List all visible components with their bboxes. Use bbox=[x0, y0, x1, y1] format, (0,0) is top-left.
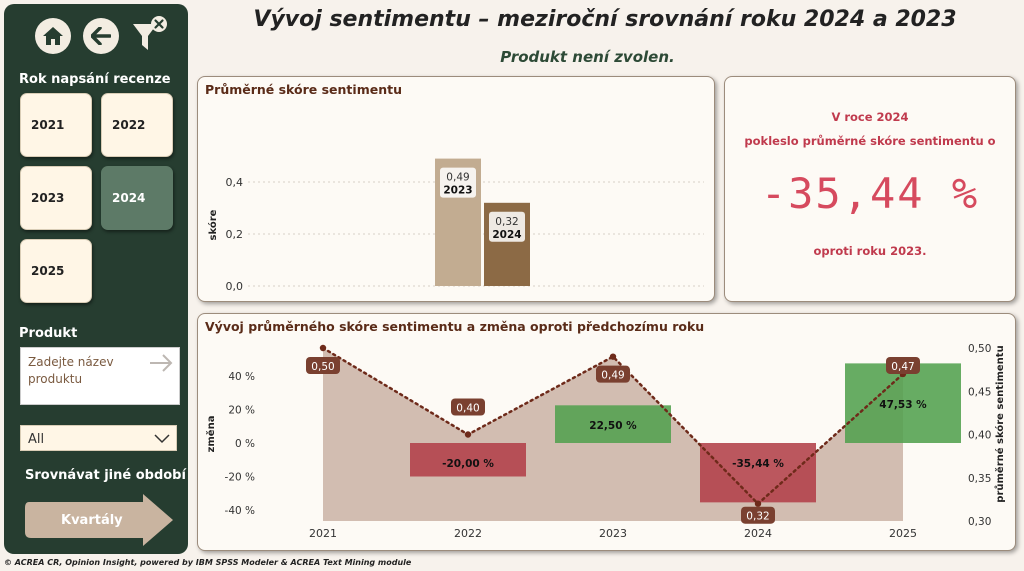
arrow-shape-icon bbox=[25, 494, 173, 546]
chevron-down-icon bbox=[154, 434, 170, 444]
avg-score-panel: Průměrné skóre sentimentu 0,0 0,2 0,4 skór… bbox=[197, 76, 715, 302]
product-search-placeholder: Zadejte název produktu bbox=[28, 355, 114, 386]
score-label-box bbox=[451, 398, 485, 416]
score-label-box bbox=[306, 357, 340, 374]
product-heading: Produkt bbox=[19, 326, 78, 341]
combo-right-tick: 0,40 bbox=[968, 430, 991, 442]
product-search-input[interactable]: Zadejte název produktu bbox=[20, 347, 180, 405]
quarterly-button[interactable]: Kvartály bbox=[23, 494, 175, 546]
bar-label-box bbox=[440, 167, 476, 198]
year-tile-label: 2025 bbox=[31, 264, 65, 278]
score-label: 0,40 bbox=[456, 403, 479, 415]
combo-right-axis-label: průměrné skóre sentimentu bbox=[993, 345, 1006, 502]
score-point-2021[interactable] bbox=[319, 344, 327, 352]
combo-left-tick: 20 % bbox=[228, 405, 255, 417]
bar-value-label: 0,32 bbox=[495, 216, 518, 228]
combo-left-tick: -20 % bbox=[225, 472, 255, 484]
year-tile-2021[interactable]: 2021 bbox=[20, 93, 92, 157]
back-button[interactable] bbox=[83, 18, 119, 54]
score-label-box bbox=[596, 365, 630, 383]
year-tile-2022[interactable]: 2022 bbox=[101, 93, 173, 157]
change-bar-2022[interactable] bbox=[410, 443, 526, 477]
combo-x-tick: 2023 bbox=[599, 527, 627, 540]
combo-left-tick: 0 % bbox=[235, 438, 255, 450]
kpi-line-2: pokleslo průměrné skóre sentimentu o bbox=[744, 134, 996, 148]
change-bar-label: 47,53 % bbox=[879, 399, 927, 411]
score-point-2022[interactable] bbox=[464, 431, 472, 438]
score-label-box bbox=[886, 356, 920, 374]
page-title: Vývoj sentimentu – meziroční srovnání ro… bbox=[253, 7, 957, 32]
bar-category-label: 2023 bbox=[443, 185, 472, 197]
bar-value-label: 0,49 bbox=[446, 172, 469, 184]
bar-category-label: 2024 bbox=[492, 229, 521, 241]
dropdown-selected-value: All bbox=[28, 432, 45, 447]
bar-chart-y-tick: 0,4 bbox=[226, 176, 244, 189]
bar-label-box bbox=[489, 211, 525, 242]
year-tile-label: 2022 bbox=[112, 118, 146, 132]
score-label: 0,32 bbox=[746, 511, 769, 523]
change-bar-2023[interactable] bbox=[555, 405, 671, 443]
home-button[interactable] bbox=[35, 18, 71, 54]
clear-filter-icon bbox=[133, 16, 167, 50]
combo-left-axis-label: změna bbox=[205, 416, 217, 453]
year-filter-heading: Rok napsání recenze bbox=[19, 72, 171, 87]
change-bar-label: 22,50 % bbox=[589, 420, 637, 432]
year-tile-2023[interactable]: 2023 bbox=[20, 166, 92, 230]
year-tile-label: 2023 bbox=[31, 191, 65, 205]
score-point-2023[interactable] bbox=[609, 353, 617, 360]
combo-right-tick: 0,45 bbox=[968, 386, 991, 398]
trend-panel: Vývoj průměrného skóre sentimentu a změn… bbox=[197, 313, 1016, 551]
home-icon bbox=[35, 18, 71, 54]
combo-left-tick: 40 % bbox=[228, 371, 255, 383]
change-bar-2024[interactable] bbox=[700, 443, 816, 503]
combo-x-tick: 2021 bbox=[309, 527, 337, 540]
year-tile-label: 2024 bbox=[112, 191, 146, 205]
score-label: 0,50 bbox=[311, 361, 334, 373]
kpi-line-3: oproti roku 2023. bbox=[813, 244, 927, 258]
trend-title: Vývoj průměrného skóre sentimentu a změn… bbox=[205, 319, 705, 334]
score-point-2024[interactable] bbox=[754, 500, 762, 507]
combo-left-tick: -40 % bbox=[225, 505, 255, 517]
combo-right-tick: 0,50 bbox=[968, 343, 991, 355]
kpi-line-1: V roce 2024 bbox=[831, 110, 909, 124]
bar-chart-y-tick: 0,2 bbox=[226, 228, 244, 241]
avg-score-title: Průměrné skóre sentimentu bbox=[205, 82, 402, 97]
bar-chart-y-tick: 0,0 bbox=[226, 280, 244, 293]
change-bar-label: -35,44 % bbox=[732, 458, 784, 470]
combo-x-tick: 2025 bbox=[889, 527, 917, 540]
sidebar: Rok napsání recenze 2021 2022 2023 2024 … bbox=[4, 4, 188, 554]
compare-period-label: Srovnávat jiné období bbox=[25, 468, 186, 483]
combo-right-tick: 0,35 bbox=[968, 473, 991, 485]
score-line bbox=[321, 346, 905, 506]
combo-x-tick: 2024 bbox=[744, 527, 772, 540]
kpi-value: -35,44 % bbox=[760, 169, 980, 218]
quarterly-button-label: Kvartály bbox=[61, 513, 123, 528]
combo-right-tick: 0,30 bbox=[968, 516, 991, 528]
back-arrow-icon bbox=[83, 18, 119, 54]
year-tile-label: 2021 bbox=[31, 118, 65, 132]
score-label: 0,49 bbox=[601, 370, 624, 382]
submit-arrow-icon[interactable] bbox=[149, 353, 173, 373]
year-tile-2024[interactable]: 2024 bbox=[101, 166, 173, 230]
bar-chart-y-axis-label: skóre bbox=[207, 209, 219, 240]
trend-combo-chart: -20,00 % 22,50 % -35,44 % 47,53 % 0,50 0,40 0,… bbox=[205, 343, 1006, 540]
score-label: 0,47 bbox=[891, 361, 914, 373]
footer-credit: © ACREA CR, Opinion Insight, powered by … bbox=[4, 558, 412, 567]
page-subtitle: Produkt není zvolen. bbox=[500, 48, 675, 66]
clear-filter-button[interactable] bbox=[130, 14, 170, 56]
kpi-panel: V roce 2024 pokleslo průměrné skóre sent… bbox=[724, 76, 1016, 302]
score-label-box bbox=[741, 506, 775, 524]
year-tile-2025[interactable]: 2025 bbox=[20, 239, 92, 303]
combo-x-tick: 2022 bbox=[454, 527, 482, 540]
change-bar-label: -20,00 % bbox=[442, 458, 494, 470]
product-dropdown[interactable]: All bbox=[20, 425, 177, 451]
